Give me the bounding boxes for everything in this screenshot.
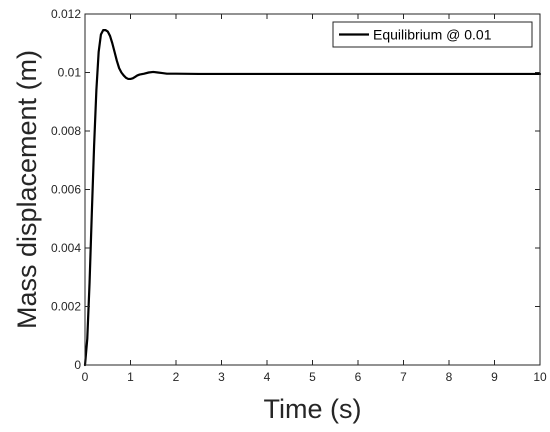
x-tick-label: 10 bbox=[533, 370, 547, 384]
y-tick-label: 0.002 bbox=[51, 300, 81, 314]
x-axis-label: Time (s) bbox=[264, 394, 362, 424]
plot-area bbox=[85, 14, 540, 365]
x-tick-label: 8 bbox=[446, 370, 453, 384]
x-tick-label: 9 bbox=[491, 370, 498, 384]
x-tick-label: 7 bbox=[400, 370, 407, 384]
plot-frame bbox=[84, 13, 541, 366]
x-tick-label: 3 bbox=[218, 370, 225, 384]
data-layer bbox=[83, 28, 542, 367]
y-tick-label: 0.008 bbox=[51, 124, 81, 138]
legend-entry: Equilibrium @ 0.01 bbox=[373, 27, 492, 43]
series-line bbox=[83, 28, 542, 367]
y-axis-label: Mass displacement (m) bbox=[12, 50, 42, 329]
x-tick-label: 1 bbox=[127, 370, 134, 384]
y-tick-label: 0.006 bbox=[51, 183, 81, 197]
y-tick-label: 0.01 bbox=[58, 66, 82, 80]
ticks-layer: 0 1 2 3 4 5 6 7 8 9 10 0 0.002 0.004 0.006 0.008 0.01 0.0… bbox=[51, 7, 547, 384]
x-tick-label: 6 bbox=[355, 370, 362, 384]
x-tick-label: 4 bbox=[264, 370, 271, 384]
x-tick-label: 5 bbox=[309, 370, 316, 384]
legend: Equilibrium @ 0.01 bbox=[332, 21, 533, 48]
y-tick-label: 0.012 bbox=[51, 7, 81, 21]
y-tick-label: 0 bbox=[74, 358, 81, 372]
y-tick-label: 0.004 bbox=[51, 241, 81, 255]
x-tick-label: 0 bbox=[82, 370, 89, 384]
x-tick-label: 2 bbox=[173, 370, 180, 384]
